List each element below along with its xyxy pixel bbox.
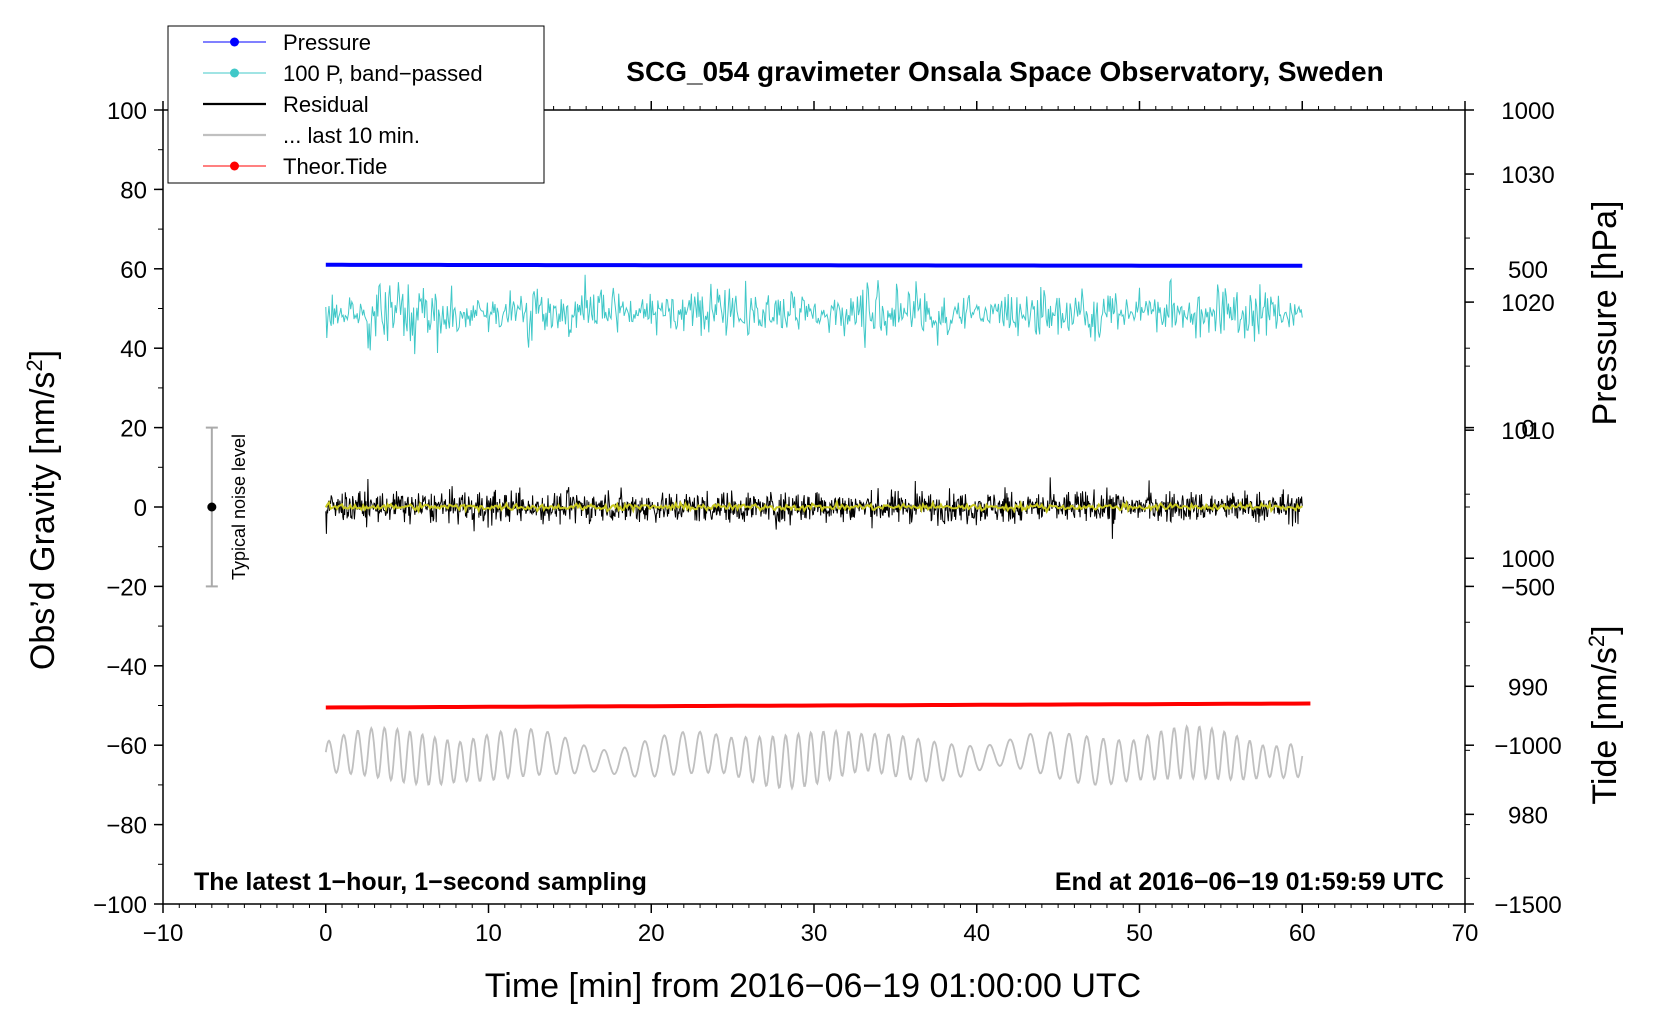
- legend-entry: 100 P, band−passed: [203, 61, 483, 86]
- pressure-axis-label: Pressure [hPa]: [1586, 201, 1624, 426]
- legend-entry: Theor.Tide: [203, 154, 387, 179]
- x-tick-label: 70: [1452, 920, 1479, 947]
- tide-axis-label-main: Tide [nm/s: [1586, 647, 1624, 804]
- noise-center-dot: [207, 502, 217, 512]
- y-axis-left: −100 −80 −60 −40 −20 0 20 40 60 80 100: [93, 98, 163, 919]
- legend-entry: Residual: [203, 92, 369, 117]
- bandpass-series-group: [325, 274, 1303, 355]
- y-tick-label: 100: [107, 98, 147, 125]
- tide-tick-label: −500: [1501, 574, 1555, 601]
- legend-marker: [230, 68, 239, 78]
- x-tick-label: 20: [638, 920, 665, 947]
- x-axis: −10 0 10 20 30 40 50 60 70: [143, 101, 1479, 947]
- tide-tick-label: −1000: [1494, 733, 1561, 760]
- y-tick-label: 60: [120, 257, 147, 284]
- last10-line: [324, 724, 1304, 791]
- y-tick-label: 20: [120, 416, 147, 443]
- y-tick-label: −100: [93, 892, 147, 919]
- tide-series-group: [325, 701, 1311, 710]
- legend-entry: Pressure: [203, 30, 371, 55]
- legend: Pressure 100 P, band−passed Residual ... la…: [167, 25, 545, 184]
- y-tick-label: −60: [106, 733, 147, 760]
- pressure-line: [325, 262, 1303, 268]
- residual-series-group: [324, 477, 1303, 539]
- noise-indicator: Typical noise level: [205, 426, 249, 588]
- chart-title: SCG_054 gravimeter Onsala Space Observat…: [626, 56, 1383, 87]
- pressure-tick-label: 1010: [1501, 418, 1554, 445]
- legend-label: ... last 10 min.: [283, 123, 420, 148]
- noise-label: Typical noise level: [229, 434, 249, 580]
- legend-label: Pressure: [283, 30, 371, 55]
- y-axis-tide: −1500 −1000 −500 0 500 1000: [1465, 98, 1562, 919]
- legend-label: Theor.Tide: [283, 154, 387, 179]
- x-tick-label: 40: [963, 920, 990, 947]
- x-tick-label: 30: [801, 920, 828, 947]
- annotation-right: End at 2016−06−19 01:59:59 UTC: [1055, 868, 1444, 896]
- legend-entry: ... last 10 min.: [203, 123, 420, 148]
- x-tick-label: 60: [1289, 920, 1316, 947]
- pressure-tick-label: 980: [1508, 802, 1548, 829]
- legend-label: Residual: [283, 92, 369, 117]
- y-axis-label-close: ]: [24, 350, 62, 359]
- y-tick-label: −80: [106, 813, 147, 840]
- tide-tick-label: 1000: [1501, 98, 1554, 125]
- pressure-tick-label: 1020: [1501, 290, 1554, 317]
- y-tick-label: 0: [134, 495, 147, 522]
- residual-line: [325, 477, 1303, 539]
- tide-tick-label: 0: [1521, 416, 1534, 443]
- pressure-tick-label: 990: [1508, 674, 1548, 701]
- legend-label: 100 P, band−passed: [283, 61, 483, 86]
- x-tick-label: 50: [1126, 920, 1153, 947]
- y-tick-label: −40: [106, 654, 147, 681]
- pressure-tick-label: 1030: [1501, 162, 1554, 189]
- y-tick-label: 40: [120, 336, 147, 363]
- x-tick-label: 10: [475, 920, 502, 947]
- y-axis-label: Obs’d Gravity [nm/s2]: [22, 350, 62, 670]
- legend-marker: [230, 161, 239, 171]
- tide-axis-label: Tide [nm/s2]: [1584, 625, 1624, 804]
- y-tick-label: 80: [120, 177, 147, 204]
- tide-axis-label-close: ]: [1586, 625, 1624, 634]
- tide-tick-label: 500: [1508, 257, 1548, 284]
- x-axis-label: Time [min] from 2016−06−19 01:00:00 UTC: [485, 967, 1141, 1005]
- x-tick-label: 0: [319, 920, 332, 947]
- x-tick-label: −10: [143, 920, 184, 947]
- tide-line: [325, 701, 1311, 710]
- legend-marker: [230, 37, 239, 47]
- annotation-left: The latest 1−hour, 1−second sampling: [194, 868, 647, 896]
- tide-tick-label: −1500: [1494, 892, 1561, 919]
- bandpass-line: [325, 274, 1303, 355]
- y-tick-label: −20: [106, 574, 147, 601]
- y-axis-pressure: 980 990 1000 1010 1020 1030: [1465, 109, 1555, 879]
- pressure-series-group: [325, 262, 1303, 268]
- residual-smoothed-line: [324, 499, 1303, 515]
- y-axis-label-main: Obs’d Gravity [nm/s: [24, 372, 62, 671]
- pressure-tick-label: 1000: [1501, 546, 1554, 573]
- last10-series-group: [324, 724, 1304, 791]
- tide-axis-label-sup: 2: [1584, 635, 1609, 647]
- y-axis-label-sup: 2: [22, 359, 47, 371]
